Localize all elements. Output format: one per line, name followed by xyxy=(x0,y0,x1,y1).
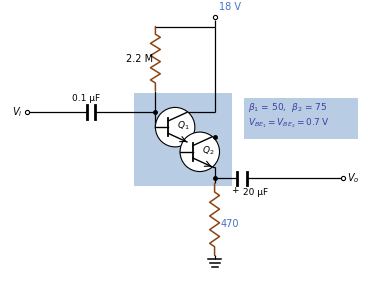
Text: $V_o$: $V_o$ xyxy=(347,172,359,185)
Text: $\beta_1$ = 50,  $\beta_2$ = 75: $\beta_1$ = 50, $\beta_2$ = 75 xyxy=(248,101,328,114)
Circle shape xyxy=(180,132,220,172)
Text: $Q_2$: $Q_2$ xyxy=(202,144,214,157)
Text: 470: 470 xyxy=(220,219,239,229)
Text: $Q_1$: $Q_1$ xyxy=(177,120,190,133)
Text: 18 V: 18 V xyxy=(219,2,241,12)
Text: $V_{BE_1} = V_{BE_2} = 0.7\ \mathrm{V}$: $V_{BE_1} = V_{BE_2} = 0.7\ \mathrm{V}$ xyxy=(248,117,330,130)
Bar xyxy=(134,93,232,186)
Text: 0.1 μF: 0.1 μF xyxy=(72,95,100,103)
Text: +: + xyxy=(231,186,239,195)
Text: 2.2 M: 2.2 M xyxy=(126,54,153,64)
Text: $V_i$: $V_i$ xyxy=(12,105,22,119)
Text: 20 μF: 20 μF xyxy=(243,188,268,197)
Bar xyxy=(244,97,358,139)
Circle shape xyxy=(155,107,195,147)
